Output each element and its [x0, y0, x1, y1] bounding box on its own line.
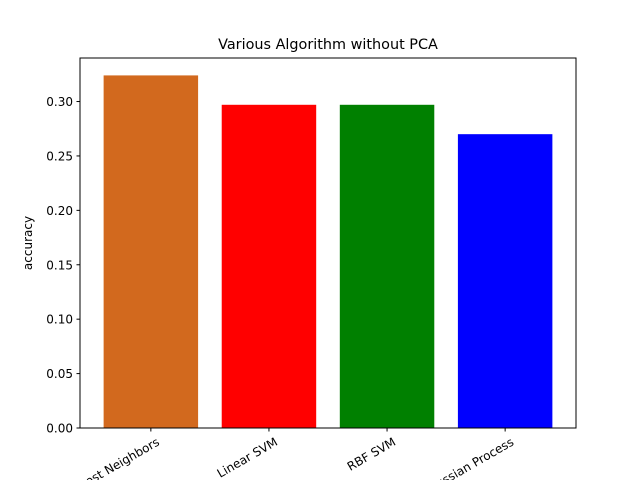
y-tick-label: 0.00 [46, 422, 73, 436]
y-axis-ticks: 0.00 0.05 0.10 0.15 0.20 0.25 0.30 [46, 95, 80, 436]
chart-title: Various Algorithm without PCA [218, 37, 438, 53]
y-tick-label: 0.30 [46, 95, 73, 109]
bar [457, 134, 553, 429]
x-axis-ticks: Nearest Neighbors Linear SVM RBF SVM Gaussi… [58, 428, 516, 480]
y-tick-label: 0.25 [46, 149, 73, 163]
bar [339, 104, 435, 428]
y-tick-label: 0.20 [46, 204, 73, 218]
x-tick-label: Gaussian Process [419, 435, 516, 480]
y-tick-label: 0.10 [46, 313, 73, 327]
x-tick-label: RBF SVM [345, 435, 398, 474]
x-tick-label: Nearest Neighbors [58, 435, 162, 480]
y-tick-label: 0.05 [46, 367, 73, 381]
x-tick-label: Linear SVM [215, 435, 280, 480]
plot-frame [79, 57, 577, 429]
bar [221, 104, 317, 428]
bars-group [103, 75, 553, 429]
y-axis-label: accuracy [21, 216, 35, 270]
y-tick-label: 0.15 [46, 258, 73, 272]
bar [103, 75, 199, 428]
